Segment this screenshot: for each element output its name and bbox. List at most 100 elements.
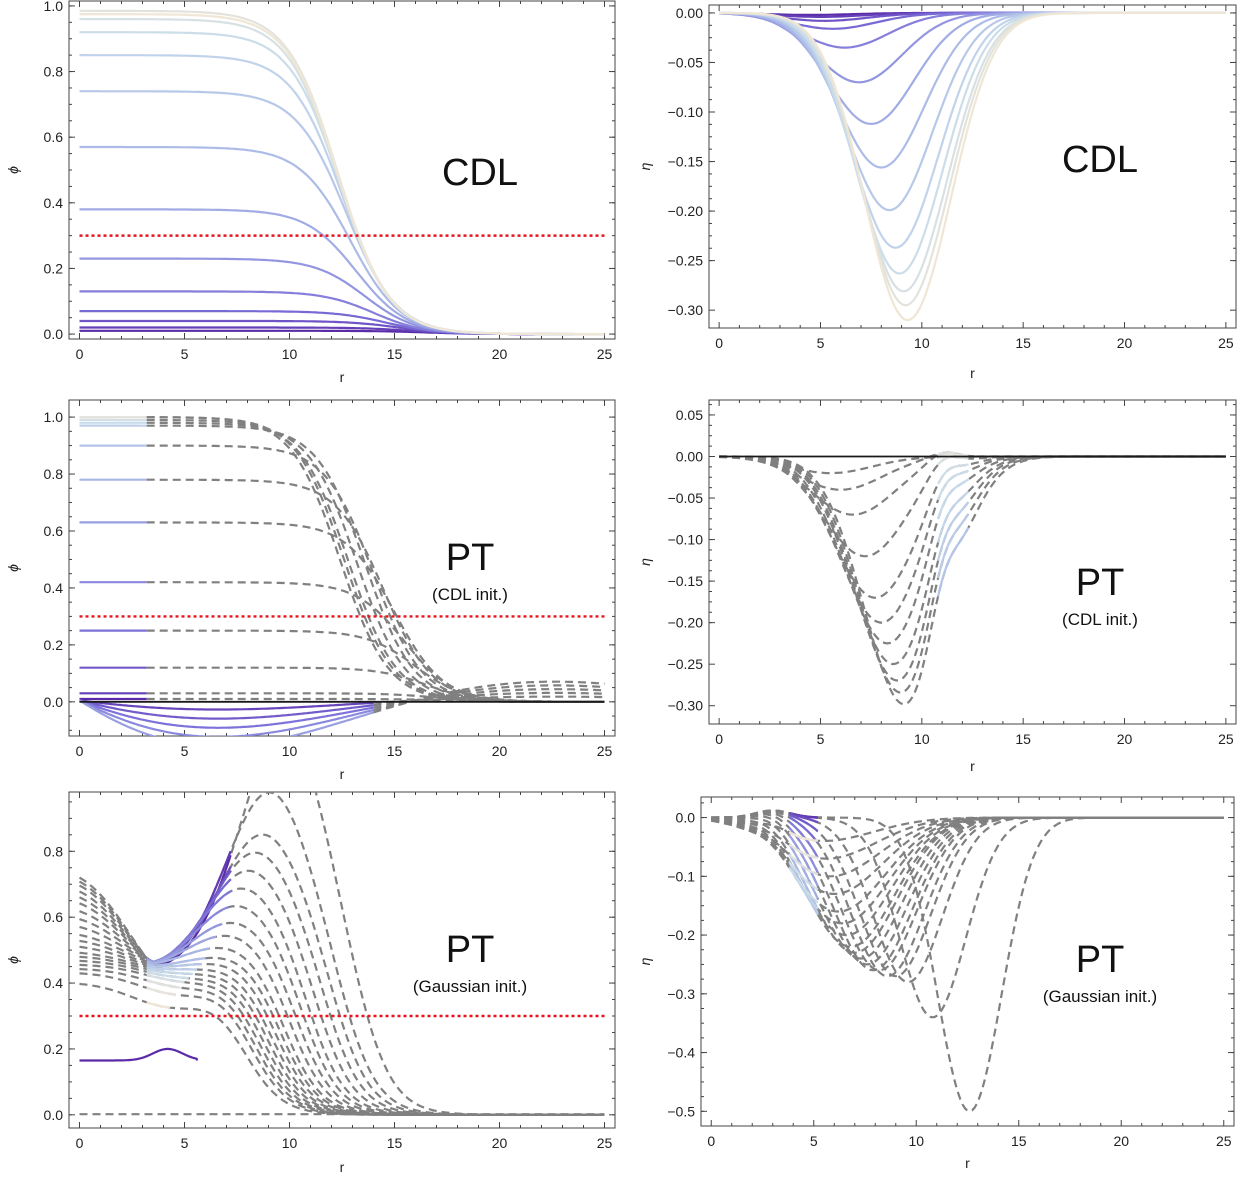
- dashed-series-line: [79, 887, 605, 1116]
- y-axis-label: η: [637, 957, 653, 965]
- series-line: [788, 852, 819, 911]
- dashed-series-line: [719, 455, 1226, 475]
- series-line: [788, 834, 819, 887]
- y-tick-label: 0.0: [44, 694, 64, 710]
- series-line: [146, 965, 198, 971]
- x-axis-label: r: [340, 369, 345, 385]
- y-tick-label: −0.10: [668, 532, 704, 548]
- y-tick-label: 0.4: [44, 975, 64, 991]
- x-tick-label: 5: [817, 731, 825, 747]
- x-tick-label: 0: [715, 335, 723, 351]
- eta-cdl-panel: 0 5 10 15 20 25 0.00 −0.05 −0.10 −0.15 −0.20 −0.25 −…: [637, 4, 1237, 381]
- series-line: [936, 527, 970, 597]
- series-line: [937, 455, 969, 466]
- phi-pt-cdl-panel: 0 5 10 15 20 25 0.0 0.2 0.4 0.6 0.8 1.0 r ϕ PT (CDL ini…: [5, 399, 616, 782]
- y-tick-label: −0.4: [667, 1045, 695, 1061]
- series-line: [788, 820, 819, 859]
- x-tick-label: 10: [914, 731, 930, 747]
- y-tick-label: −0.2: [667, 927, 695, 943]
- eta-pt-cdl-panel: 0 5 10 15 20 25 0.05 0.00 −0.05 −0.10 −0.15 −0.20 −0…: [637, 399, 1237, 774]
- plot-area: [78, 416, 605, 736]
- y-axis-label: η: [637, 162, 653, 170]
- y-tick-label: −0.20: [668, 615, 704, 631]
- series-line: [79, 145, 605, 336]
- y-tick-label: −0.20: [668, 203, 704, 219]
- plot-frame: [68, 0, 616, 340]
- x-tick-label: 15: [387, 743, 403, 759]
- plot-frame: [708, 399, 1237, 725]
- series-line: [79, 1047, 199, 1062]
- x-tick-label: 5: [817, 335, 825, 351]
- series-line: [146, 947, 211, 965]
- series-line: [146, 935, 217, 964]
- dashed-series-line: [146, 416, 605, 703]
- phi-pt-gauss-panel: 0 5 10 15 20 25 0.0 0.2 0.4 0.6 0.8 r ϕ PT (Gaussian i…: [5, 791, 616, 1175]
- series-line: [937, 463, 970, 485]
- x-tick-label: 25: [1216, 1133, 1232, 1149]
- series-line: [788, 813, 819, 833]
- x-axis-label: r: [970, 365, 975, 381]
- plot-frame: [700, 796, 1235, 1127]
- x-tick-label: 5: [181, 743, 189, 759]
- panel-sublabel: (CDL init.): [432, 585, 508, 604]
- panel-sublabel: (Gaussian init.): [1043, 987, 1157, 1006]
- panel-label: PT: [1076, 562, 1125, 604]
- y-tick-label: 0.00: [676, 448, 703, 464]
- y-tick-label: 1.0: [44, 0, 64, 14]
- plot-area: [711, 809, 1224, 1113]
- y-tick-label: −0.1: [667, 868, 695, 884]
- x-tick-label: 0: [707, 1133, 715, 1149]
- x-tick-label: 15: [387, 346, 403, 362]
- panel-label: CDL: [1062, 139, 1138, 181]
- dashed-series-line: [711, 809, 1224, 1113]
- x-tick-label: 10: [282, 346, 298, 362]
- x-tick-label: 20: [492, 1135, 508, 1151]
- dashed-series-line: [146, 421, 605, 703]
- dashed-series-line: [719, 455, 1226, 706]
- y-axis-label: ϕ: [5, 166, 21, 174]
- plot-area: [79, 9, 605, 336]
- y-tick-label: 0.8: [44, 843, 64, 859]
- x-axis-label: r: [970, 758, 975, 774]
- x-axis-label: r: [340, 766, 345, 782]
- plot-area: [719, 11, 1226, 322]
- panel-label: CDL: [442, 152, 518, 194]
- series-line: [146, 986, 177, 996]
- dashed-series-line: [711, 810, 1224, 978]
- plot-area: [719, 451, 1226, 706]
- series-line: [788, 816, 819, 844]
- dashed-series-line: [711, 816, 1224, 960]
- dashed-series-line: [79, 959, 605, 1116]
- x-tick-label: 0: [76, 346, 84, 362]
- series-line: [146, 973, 185, 984]
- series-line: [788, 853, 819, 876]
- y-tick-label: −0.10: [668, 104, 704, 120]
- y-tick-label: −0.15: [668, 573, 704, 589]
- y-tick-label: 0.6: [44, 909, 64, 925]
- series-line: [146, 963, 202, 968]
- series-line: [936, 501, 970, 562]
- dashed-series-line: [711, 816, 1224, 895]
- series-line: [937, 452, 969, 457]
- dashed-series-line: [79, 982, 605, 1116]
- x-tick-label: 25: [597, 1135, 613, 1151]
- panel-sublabel: (Gaussian init.): [413, 977, 527, 996]
- dashed-series-line: [711, 809, 1224, 984]
- y-tick-label: 0.05: [676, 407, 703, 423]
- series-line: [719, 11, 1226, 307]
- x-tick-label: 5: [181, 346, 189, 362]
- series-line: [788, 861, 819, 891]
- y-tick-label: −0.3: [667, 986, 695, 1002]
- series-line: [78, 699, 374, 736]
- plot-frame: [68, 399, 616, 737]
- y-axis-label: ϕ: [5, 956, 21, 964]
- y-tick-label: 0.4: [44, 580, 64, 596]
- x-tick-label: 20: [492, 346, 508, 362]
- x-tick-label: 0: [76, 1135, 84, 1151]
- series-line: [79, 699, 374, 729]
- plot-frame: [68, 791, 616, 1129]
- dashed-series-line: [78, 792, 605, 1116]
- series-line: [145, 854, 232, 968]
- plot-frame: [708, 4, 1237, 329]
- x-tick-label: 10: [282, 743, 298, 759]
